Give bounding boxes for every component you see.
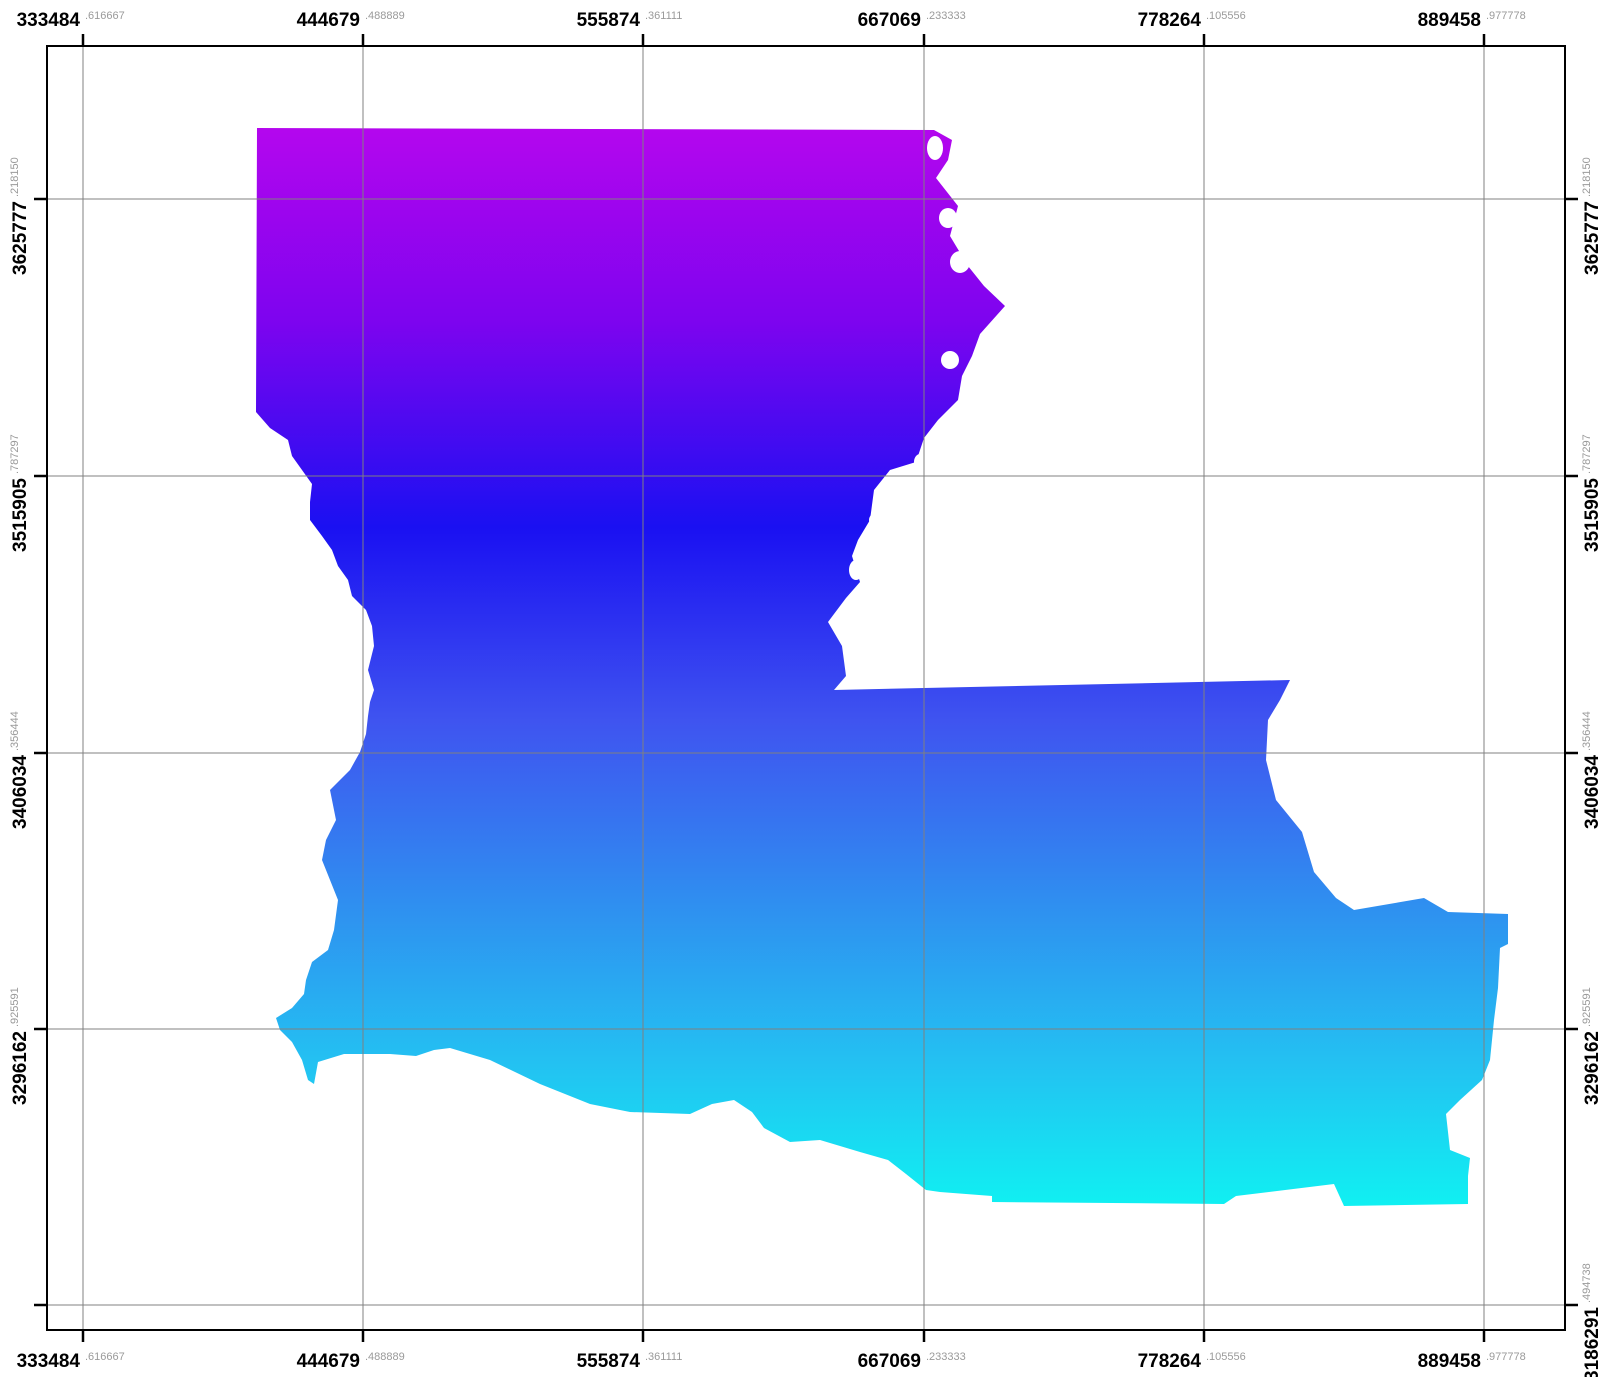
svg-text:3625777: 3625777 <box>1582 201 1600 275</box>
y-label-minor: .494738 <box>1581 1263 1593 1303</box>
y-label-major: 3406034 <box>10 755 31 829</box>
svg-text:.488889: .488889 <box>365 1351 405 1363</box>
svg-text:.218150: .218150 <box>1581 157 1593 197</box>
x-label-minor: .105556 <box>1206 1351 1246 1363</box>
svg-text:.361111: .361111 <box>645 1351 682 1363</box>
frame-ticks <box>34 34 1578 1342</box>
x-label-minor: .977778 <box>1486 1351 1526 1363</box>
x-label-major: 333484 <box>17 1351 81 1372</box>
svg-text:.977778: .977778 <box>1486 10 1526 22</box>
y-label-minor: .787297 <box>9 434 21 474</box>
svg-text:3406034: 3406034 <box>1582 755 1600 829</box>
y-label-minor: .218150 <box>1581 157 1593 197</box>
svg-text:.494738: .494738 <box>1581 1263 1593 1303</box>
x-label-major: 555874 <box>577 1351 641 1372</box>
y-label-major: 3515905 <box>10 478 31 552</box>
x-labels-top: 333484 .616667 444679 .488889 555874 .36… <box>17 10 1526 31</box>
map-frame <box>46 45 1566 1331</box>
x-label-minor: .616667 <box>85 10 125 22</box>
svg-text:.233333: .233333 <box>926 1351 966 1363</box>
x-label-major: 555874 <box>577 10 641 31</box>
svg-text:444679: 444679 <box>297 1351 360 1372</box>
svg-text:555874: 555874 <box>577 10 641 31</box>
y-labels-right: 3625777 .218150 3515905 .787297 3406034 … <box>1581 157 1600 1377</box>
x-labels-bottom: 333484 .616667 444679 .488889 555874 .36… <box>17 1351 1526 1372</box>
y-label-minor: .218150 <box>9 157 21 197</box>
x-label-major: 778264 <box>1138 10 1202 31</box>
svg-text:.787297: .787297 <box>1581 434 1593 474</box>
x-label-minor: .488889 <box>365 1351 405 1363</box>
svg-text:.105556: .105556 <box>1206 1351 1246 1363</box>
svg-text:.616667: .616667 <box>85 1351 125 1363</box>
svg-text:.925591: .925591 <box>1581 987 1593 1027</box>
svg-text:.105556: .105556 <box>1206 10 1246 22</box>
svg-text:.218150: .218150 <box>9 157 21 197</box>
x-label-major: 778264 <box>1138 1351 1202 1372</box>
x-label-minor: .233333 <box>926 1351 966 1363</box>
svg-text:3296162: 3296162 <box>1582 1031 1600 1105</box>
svg-text:.616667: .616667 <box>85 10 125 22</box>
x-label-minor: .616667 <box>85 1351 125 1363</box>
svg-text:889458: 889458 <box>1418 1351 1481 1372</box>
y-label-minor: .787297 <box>1581 434 1593 474</box>
y-label-minor: .356444 <box>9 711 21 751</box>
svg-text:3625777: 3625777 <box>10 201 31 275</box>
y-label-major: 3515905 <box>1582 478 1600 552</box>
svg-text:.925591: .925591 <box>9 987 21 1027</box>
y-label-minor: .356444 <box>1581 711 1593 751</box>
svg-text:3186291: 3186291 <box>1582 1307 1600 1377</box>
svg-text:.787297: .787297 <box>9 434 21 474</box>
y-label-major: 3406034 <box>1582 755 1600 829</box>
svg-text:444679: 444679 <box>297 10 360 31</box>
svg-text:.356444: .356444 <box>9 711 21 751</box>
y-label-major: 3296162 <box>10 1031 31 1105</box>
svg-text:.233333: .233333 <box>926 10 966 22</box>
y-label-minor: .925591 <box>1581 987 1593 1027</box>
svg-text:889458: 889458 <box>1418 10 1481 31</box>
svg-text:.488889: .488889 <box>365 10 405 22</box>
svg-text:3515905: 3515905 <box>10 478 31 552</box>
x-label-minor: .488889 <box>365 10 405 22</box>
svg-text:778264: 778264 <box>1138 1351 1202 1372</box>
y-label-major: 3625777 <box>10 201 31 275</box>
svg-text:778264: 778264 <box>1138 10 1202 31</box>
x-label-major: 333484 <box>17 10 81 31</box>
svg-text:333484: 333484 <box>17 10 81 31</box>
svg-text:.977778: .977778 <box>1486 1351 1526 1363</box>
x-label-major: 889458 <box>1418 10 1481 31</box>
svg-text:667069: 667069 <box>858 10 921 31</box>
x-label-minor: .233333 <box>926 10 966 22</box>
x-label-major: 889458 <box>1418 1351 1481 1372</box>
y-label-major: 3186291 <box>1582 1307 1600 1377</box>
river-meanders <box>849 136 970 580</box>
x-label-major: 444679 <box>297 1351 360 1372</box>
y-label-major: 3296162 <box>1582 1031 1600 1105</box>
svg-text:333484: 333484 <box>17 1351 81 1372</box>
svg-text:3296162: 3296162 <box>10 1031 31 1105</box>
x-label-minor: .361111 <box>645 10 682 22</box>
graticule-grid <box>46 46 1565 1330</box>
svg-text:.361111: .361111 <box>645 10 682 22</box>
svg-text:3515905: 3515905 <box>1582 478 1600 552</box>
x-label-minor: .361111 <box>645 1351 682 1363</box>
svg-text:3406034: 3406034 <box>10 755 31 829</box>
x-label-major: 667069 <box>858 10 921 31</box>
x-label-major: 444679 <box>297 10 360 31</box>
x-label-minor: .977778 <box>1486 10 1526 22</box>
raster-region-louisiana <box>256 128 1508 1206</box>
svg-text:667069: 667069 <box>858 1351 921 1372</box>
y-label-major: 3625777 <box>1582 201 1600 275</box>
y-labels-left: 3625777 .218150 3515905 .787297 3406034 … <box>9 157 31 1105</box>
svg-text:.356444: .356444 <box>1581 711 1593 751</box>
svg-text:555874: 555874 <box>577 1351 641 1372</box>
y-label-minor: .925591 <box>9 987 21 1027</box>
x-label-minor: .105556 <box>1206 10 1246 22</box>
x-label-major: 667069 <box>858 1351 921 1372</box>
